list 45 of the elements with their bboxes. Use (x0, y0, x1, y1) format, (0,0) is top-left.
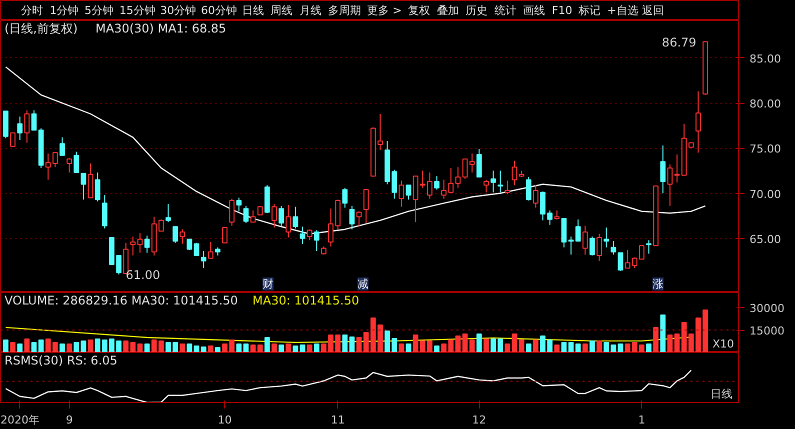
x-tick-label: 12 (472, 414, 486, 426)
text: +自选 (607, 4, 638, 17)
text: 返回 (642, 4, 664, 17)
text: 多周期 (328, 4, 362, 17)
text: 月线 (299, 4, 322, 17)
annotation: 减 (358, 278, 368, 290)
text: 15分钟 (119, 4, 156, 17)
chart-title: VOLUME: 286829.16 MA30: 101415.50 (4, 294, 238, 308)
text: 标记 (577, 4, 600, 17)
text: 更多 > (367, 4, 402, 17)
x-tick-label: 10 (218, 414, 232, 426)
y-tick-label: 85.00 (750, 52, 781, 66)
text: 统计 (494, 4, 516, 17)
annotation: 61.00 (126, 268, 160, 282)
x-tick-label: 9 (66, 414, 73, 426)
text: 复权 (408, 4, 430, 17)
text: 5分钟 (84, 4, 114, 17)
text: 30分钟 (160, 4, 196, 17)
annotation: 财 (262, 278, 274, 290)
chart-subtitle: MA30(30) MA1: 68.85 (96, 22, 226, 36)
y-tick-label: 65.00 (750, 232, 781, 246)
annotation: 86.79 (662, 35, 696, 50)
x-tick-label: 11 (330, 414, 345, 426)
text: 画线 (523, 4, 546, 17)
text: 日线 (242, 4, 264, 17)
text: 叠加 (436, 4, 459, 17)
text: 1分钟 (50, 4, 79, 17)
x-tick-label: 1 (638, 414, 646, 426)
text: 分时 (20, 4, 43, 17)
text: 日线 (710, 388, 732, 400)
y-tick-label: 15000 (750, 324, 784, 338)
y-tick-label: 70.00 (750, 188, 781, 201)
annotation: 涨 (652, 278, 664, 290)
text: 历史 (466, 4, 488, 17)
y-tick-label: 75.00 (750, 142, 781, 156)
text: MA30: 101415.50 (252, 294, 360, 308)
chart-title: RSMS(30) RS: 6.05 (4, 354, 118, 368)
chart-title: (日线,前复权) (4, 22, 78, 36)
text: F10 (552, 4, 572, 17)
y-tick-label: 30000 (750, 302, 784, 315)
text: 60分钟 (201, 4, 238, 17)
y-tick-label: 80.00 (750, 98, 781, 111)
text: 周线 (270, 4, 293, 17)
y-axis-title: X10 (712, 338, 734, 350)
x-tick-label: 2020年 (0, 414, 40, 426)
